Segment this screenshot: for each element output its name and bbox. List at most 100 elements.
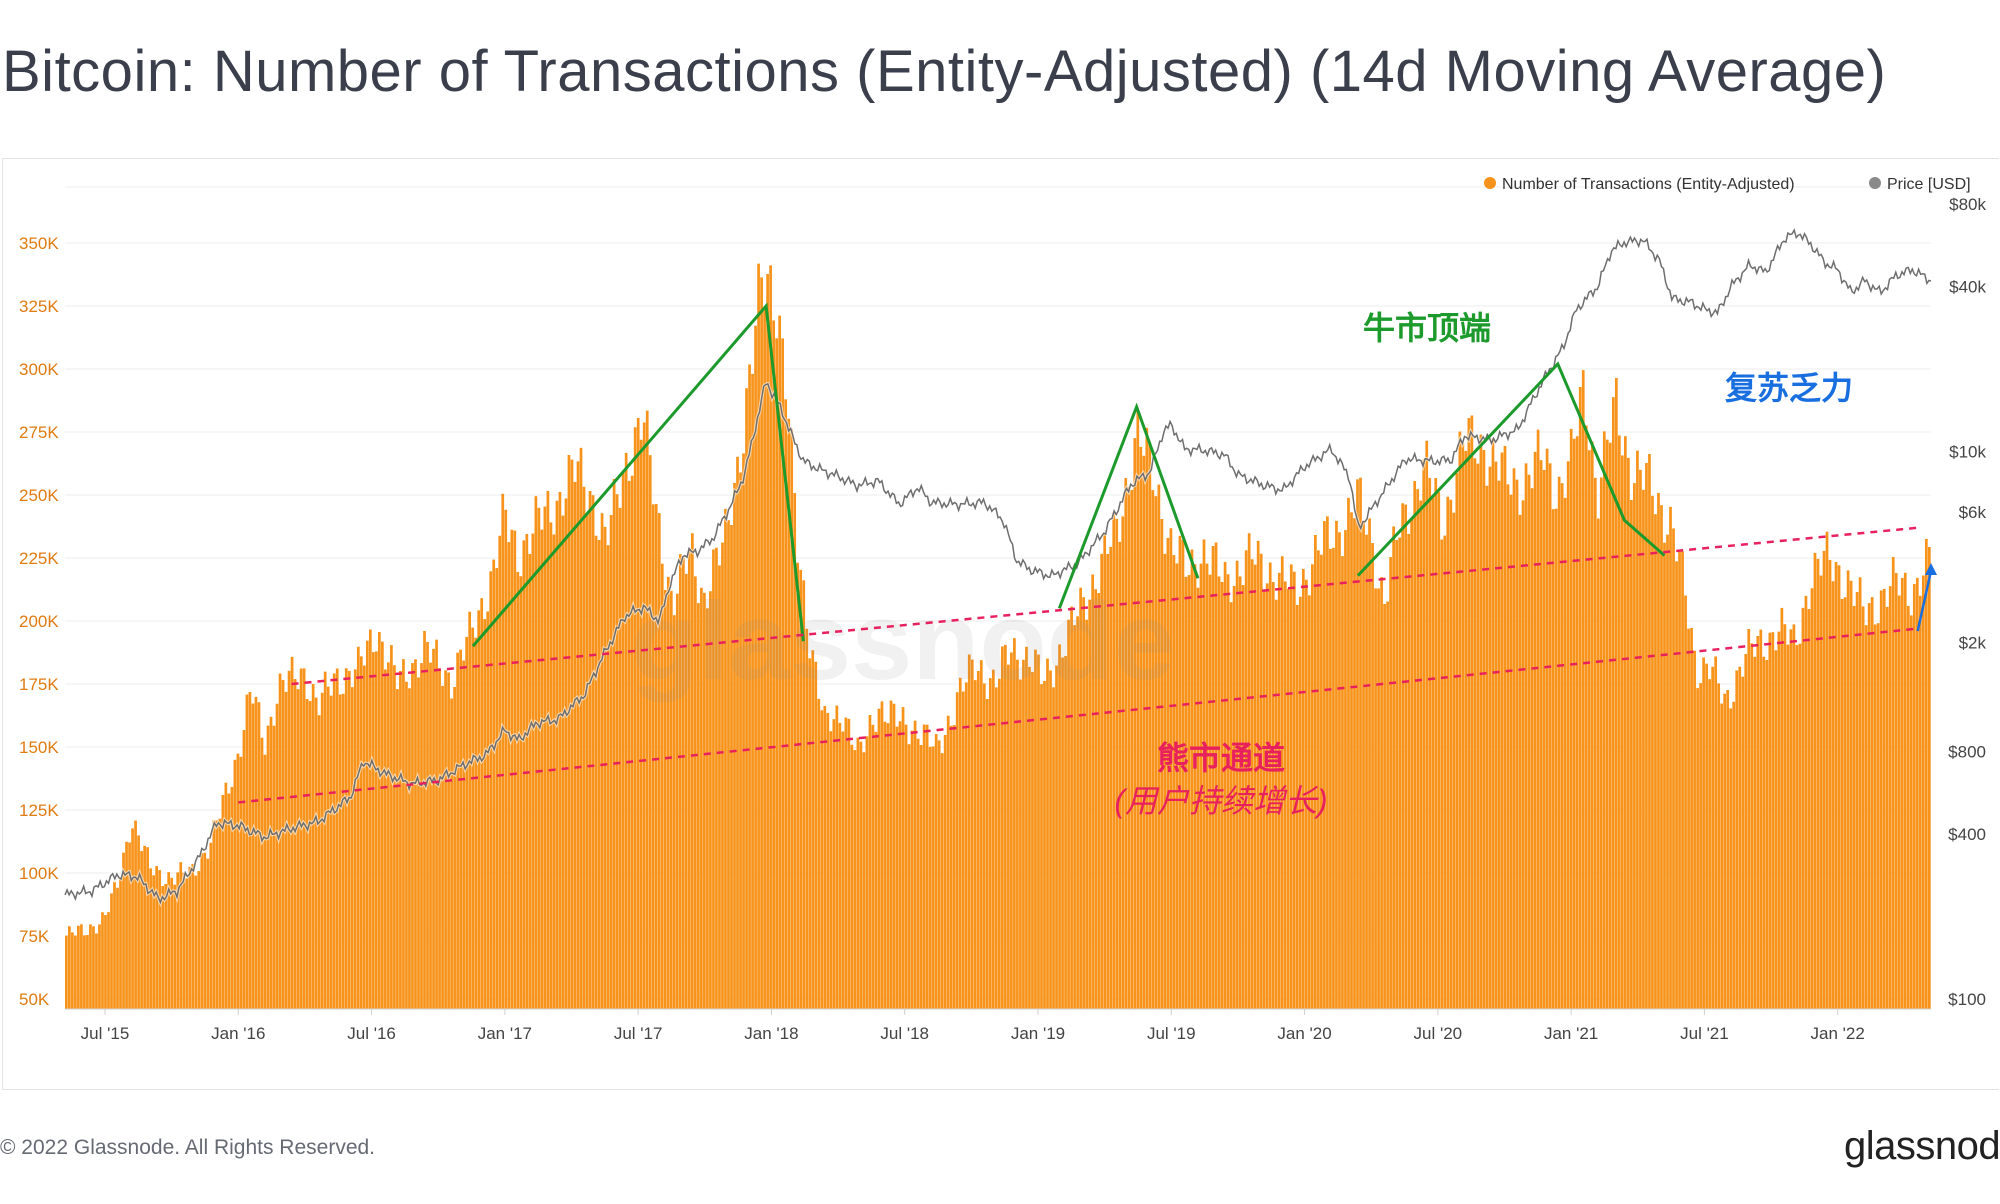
tx-bar [426, 641, 429, 1009]
tx-bar [122, 852, 125, 1009]
tx-bar [92, 926, 95, 1009]
tx-bar [200, 853, 204, 1009]
x-tick-label: Jan '17 [478, 1024, 532, 1043]
tx-bar [438, 668, 441, 1009]
tx-bar [1214, 542, 1218, 1009]
tx-bar [958, 677, 962, 1009]
tx-bar [1004, 644, 1007, 1009]
tx-bar [1593, 477, 1597, 1009]
tx-bar [1298, 596, 1302, 1009]
tx-bar [678, 554, 682, 1009]
tx-bar [630, 475, 634, 1010]
tx-bar [1675, 561, 1678, 1009]
tx-bar [961, 691, 965, 1009]
tx-bar [269, 716, 273, 1009]
tx-bar [823, 705, 827, 1009]
tx-bar [1007, 664, 1010, 1009]
tx-bar [1813, 552, 1817, 1009]
tx-bar [1903, 572, 1907, 1009]
y-left-tick-label: 350K [19, 234, 59, 253]
tx-bar [1768, 632, 1772, 1009]
tx-bar [1169, 528, 1173, 1009]
tx-bar [1681, 551, 1684, 1009]
tx-bar [221, 795, 225, 1009]
tx-bar [1554, 508, 1558, 1009]
tx-bar [323, 671, 327, 1009]
tx-bar [808, 658, 812, 1009]
tx-bar [621, 471, 625, 1009]
tx-bar [350, 687, 354, 1009]
tx-bar [814, 661, 818, 1009]
tx-bar [495, 568, 499, 1009]
tx-bar [703, 592, 706, 1009]
tx-bar [648, 455, 652, 1009]
tx-bar [940, 753, 944, 1009]
tx-bar [149, 868, 152, 1009]
tx-bar [1256, 540, 1260, 1009]
tx-bar [1235, 560, 1239, 1009]
tx-bar [1864, 625, 1868, 1009]
tx-bar [396, 689, 399, 1009]
tx-bar [233, 759, 237, 1009]
tx-bar [561, 515, 565, 1009]
tx-bar [1726, 690, 1730, 1009]
tx-bar [251, 703, 255, 1009]
tx-bar [1148, 442, 1152, 1009]
tx-bar [1485, 485, 1489, 1010]
tx-bar [1452, 512, 1456, 1009]
tx-bar [489, 571, 493, 1009]
tx-bar [916, 738, 920, 1009]
tx-bar [399, 670, 402, 1009]
tx-bar [230, 787, 234, 1009]
tx-bar [913, 720, 917, 1009]
tx-bar [1320, 554, 1323, 1009]
tx-bar [456, 652, 459, 1009]
tx-bar [507, 542, 511, 1009]
tx-bar [1208, 574, 1212, 1009]
tx-bar [1211, 546, 1215, 1009]
tx-bar [618, 507, 622, 1009]
x-tick-label: Jul '18 [880, 1024, 929, 1043]
tx-bar [146, 847, 149, 1009]
tx-bar [579, 447, 583, 1010]
y-left-tick-label: 100K [19, 864, 59, 883]
tx-bar [1476, 463, 1480, 1010]
tx-bar [1678, 551, 1681, 1009]
tx-bar [335, 668, 339, 1009]
tx-bar [513, 530, 517, 1009]
weak-recovery-label: 复苏乏力 [1725, 370, 1853, 406]
tx-bar [197, 871, 201, 1009]
y-axis-left: 50K 75K 100K 125K 150K 175K 200K 225K 250K 275K 30… [19, 234, 59, 1009]
tx-bar [1509, 494, 1513, 1010]
tx-bar [450, 698, 453, 1009]
tx-bar [1428, 477, 1432, 1009]
tx-bar [600, 513, 604, 1009]
tx-bar [1762, 656, 1766, 1009]
tx-bar [1912, 584, 1916, 1009]
x-axis: Jul '15 Jan '16 Jul '16 Jan '17 Jul '17 Jan '… [65, 1008, 1931, 1043]
tx-bar [651, 504, 655, 1009]
tx-bar [928, 746, 932, 1009]
tx-bar [1669, 506, 1672, 1009]
tx-bar [1494, 461, 1498, 1009]
tx-bar [83, 935, 86, 1009]
tx-bar [378, 631, 381, 1009]
tx-bar [68, 926, 71, 1009]
tx-bar [669, 590, 673, 1009]
tx-bar [1657, 492, 1660, 1010]
tx-bar [1034, 649, 1037, 1009]
bull-top-trendline [1057, 402, 1200, 609]
x-tick-label: Jul '20 [1414, 1024, 1463, 1043]
tx-bar [853, 750, 857, 1009]
tx-bar [1154, 496, 1158, 1009]
tx-bar [654, 503, 658, 1009]
tx-bar [1575, 436, 1579, 1009]
tx-bar [1518, 514, 1522, 1009]
tx-bar [1407, 533, 1411, 1009]
tx-bar [1711, 666, 1714, 1009]
tx-bar [1398, 537, 1401, 1009]
tx-bar [1130, 489, 1134, 1009]
tx-bar [263, 754, 267, 1009]
tx-bar [1142, 455, 1146, 1009]
